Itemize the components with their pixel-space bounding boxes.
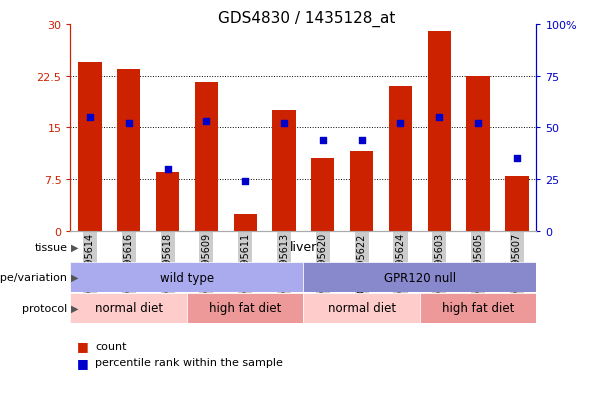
Text: count: count	[95, 341, 126, 351]
Bar	[505, 176, 528, 231]
Text: GDS4830 / 1435128_at: GDS4830 / 1435128_at	[218, 10, 395, 26]
Bar	[156, 173, 179, 231]
Text: ▶: ▶	[70, 242, 78, 252]
Text: protocol: protocol	[22, 303, 67, 313]
Point	[162, 166, 172, 173]
Bar	[389, 87, 412, 231]
Text: GPR120 null: GPR120 null	[384, 271, 456, 284]
Bar	[420, 293, 536, 323]
Text: high fat diet: high fat diet	[442, 301, 514, 315]
Bar	[428, 32, 451, 231]
Point	[395, 121, 405, 127]
Text: ■: ■	[77, 339, 88, 352]
Text: high fat diet: high fat diet	[209, 301, 281, 315]
Point	[435, 114, 444, 121]
Text: ▶: ▶	[70, 273, 78, 282]
Bar	[272, 111, 295, 231]
Bar	[78, 63, 102, 231]
Point	[473, 121, 483, 127]
Text: wild type: wild type	[160, 271, 214, 284]
Point	[240, 178, 250, 185]
Text: normal diet: normal diet	[327, 301, 396, 315]
Bar	[70, 263, 303, 292]
Text: tissue: tissue	[34, 242, 67, 252]
Point	[512, 156, 522, 162]
Point	[202, 119, 211, 125]
Bar	[234, 214, 257, 231]
Bar	[187, 293, 303, 323]
Bar	[117, 69, 140, 231]
Bar	[350, 152, 373, 231]
Bar	[303, 293, 420, 323]
Bar	[311, 159, 335, 231]
Bar	[70, 293, 187, 323]
Bar	[195, 83, 218, 231]
Text: ▶: ▶	[70, 303, 78, 313]
Text: normal diet: normal diet	[94, 301, 163, 315]
Point	[357, 137, 367, 144]
Text: genotype/variation: genotype/variation	[0, 273, 67, 282]
Bar	[303, 263, 536, 292]
Point	[279, 121, 289, 127]
Text: percentile rank within the sample: percentile rank within the sample	[95, 357, 283, 367]
Point	[85, 114, 95, 121]
Point	[318, 137, 328, 144]
Point	[124, 121, 134, 127]
Text: ■: ■	[77, 356, 88, 369]
Text: liver: liver	[290, 240, 317, 254]
Bar	[466, 76, 490, 231]
